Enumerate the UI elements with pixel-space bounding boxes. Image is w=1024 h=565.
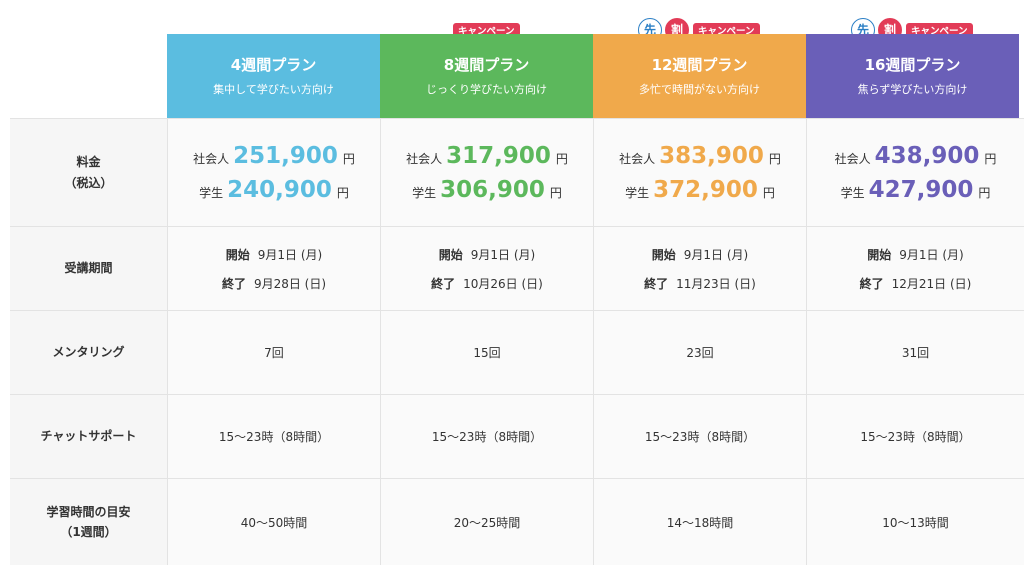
mentoring-cell: 31回 <box>806 311 1024 394</box>
yen-label: 円 <box>555 151 568 166</box>
student-price: 372,900 <box>653 176 758 203</box>
worker-label: 社会人 <box>619 151 656 166</box>
start-date: 9月1日 (月) <box>899 247 964 262</box>
student-label: 学生 <box>625 185 650 200</box>
label-text: 学習時間の目安 <box>46 504 131 519</box>
student-label: 学生 <box>840 185 865 200</box>
plan-comparison-table: キャンペーン 先 割 キャンペーン 先 割 キャンペーン 4週間プラン 集中して… <box>10 0 1024 565</box>
plan-description: 集中して学びたい方向け <box>213 83 334 96</box>
row-label-chat: チャットサポート <box>10 395 167 478</box>
price-row: 料金 （税込） 社会人 251,900 円 学生 240,900 円 社会人 317,90… <box>10 118 1024 226</box>
plan-name: 8週間プラン <box>443 56 530 74</box>
mentoring-row: メンタリング 7回 15回 23回 31回 <box>10 310 1024 394</box>
start-date: 9月1日 (月) <box>257 247 323 262</box>
price-cell: 社会人 438,900 円 学生 427,900 円 <box>806 119 1024 226</box>
worker-price: 251,900 <box>233 142 338 169</box>
row-label-period: 受講期間 <box>10 227 167 310</box>
start-date: 9月1日 (月) <box>683 247 749 262</box>
chat-cell: 15〜23時（8時間） <box>167 395 380 478</box>
end-label: 終了 <box>431 276 456 291</box>
plan-header-8weeks: 8週間プラン じっくり学びたい方向け <box>380 34 593 118</box>
price-cell: 社会人 383,900 円 学生 372,900 円 <box>593 119 806 226</box>
end-label: 終了 <box>644 276 669 291</box>
student-label: 学生 <box>199 185 224 200</box>
plan-name: 16週間プラン <box>864 56 961 74</box>
period-cell: 開始 9月1日 (月) 終了 10月26日 (日) <box>380 227 593 310</box>
price-cell: 社会人 251,900 円 学生 240,900 円 <box>167 119 380 226</box>
worker-label: 社会人 <box>834 151 871 166</box>
study-cell: 40〜50時間 <box>167 479 380 565</box>
student-label: 学生 <box>412 185 437 200</box>
plan-description: じっくり学びたい方向け <box>426 83 547 96</box>
mentoring-cell: 23回 <box>593 311 806 394</box>
yen-label: 円 <box>768 151 781 166</box>
student-price: 427,900 <box>868 176 974 203</box>
study-cell: 20〜25時間 <box>380 479 593 565</box>
yen-label: 円 <box>336 185 349 200</box>
end-date: 9月28日 (日) <box>253 276 327 291</box>
start-date: 9月1日 (月) <box>470 247 536 262</box>
label-text: 料金 <box>76 155 101 170</box>
period-cell: 開始 9月1日 (月) 終了 11月23日 (日) <box>593 227 806 310</box>
end-date: 11月23日 (日) <box>676 276 756 291</box>
worker-price: 383,900 <box>659 142 764 169</box>
label-subtext: （1週間） <box>60 525 117 539</box>
plan-name: 12週間プラン <box>651 56 748 74</box>
period-cell: 開始 9月1日 (月) 終了 12月21日 (日) <box>806 227 1024 310</box>
mentoring-cell: 15回 <box>380 311 593 394</box>
label-subtext: （税込） <box>64 175 113 190</box>
start-label: 開始 <box>651 247 676 262</box>
worker-label: 社会人 <box>406 151 443 166</box>
chat-cell: 15〜23時（8時間） <box>593 395 806 478</box>
student-price: 240,900 <box>227 176 332 203</box>
plan-header-16weeks: 16週間プラン 焦らず学びたい方向け <box>806 34 1019 118</box>
chat-cell: 15〜23時（8時間） <box>806 395 1024 478</box>
chat-cell: 15〜23時（8時間） <box>380 395 593 478</box>
start-label: 開始 <box>438 247 463 262</box>
mentoring-cell: 7回 <box>167 311 380 394</box>
study-hours-row: 学習時間の目安 （1週間） 40〜50時間 20〜25時間 14〜18時間 10… <box>10 478 1024 565</box>
worker-label: 社会人 <box>193 151 230 166</box>
plan-name: 4週間プラン <box>230 56 317 74</box>
yen-label: 円 <box>762 185 775 200</box>
row-label-price: 料金 （税込） <box>10 119 167 226</box>
end-date: 10月26日 (日) <box>463 276 543 291</box>
yen-label: 円 <box>984 151 997 166</box>
study-cell: 10〜13時間 <box>806 479 1024 565</box>
period-row: 受講期間 開始 9月1日 (月) 終了 9月28日 (日) 開始 9月1日 (月) 終… <box>10 226 1024 310</box>
chat-support-row: チャットサポート 15〜23時（8時間） 15〜23時（8時間） 15〜23時（… <box>10 394 1024 478</box>
worker-price: 438,900 <box>874 142 980 169</box>
study-cell: 14〜18時間 <box>593 479 806 565</box>
plan-header-4weeks: 4週間プラン 集中して学びたい方向け <box>167 34 380 118</box>
end-label: 終了 <box>221 276 246 291</box>
plan-description: 焦らず学びたい方向け <box>857 83 968 96</box>
period-cell: 開始 9月1日 (月) 終了 9月28日 (日) <box>167 227 380 310</box>
end-label: 終了 <box>859 276 884 291</box>
yen-label: 円 <box>549 185 562 200</box>
student-price: 306,900 <box>440 176 545 203</box>
worker-price: 317,900 <box>446 142 551 169</box>
plan-header-12weeks: 12週間プラン 多忙で時間がない方向け <box>593 34 806 118</box>
price-cell: 社会人 317,900 円 学生 306,900 円 <box>380 119 593 226</box>
start-label: 開始 <box>867 247 892 262</box>
plan-description: 多忙で時間がない方向け <box>639 83 760 96</box>
row-label-study: 学習時間の目安 （1週間） <box>10 479 167 565</box>
end-date: 12月21日 (日) <box>891 276 972 291</box>
start-label: 開始 <box>225 247 250 262</box>
row-label-mentoring: メンタリング <box>10 311 167 394</box>
yen-label: 円 <box>342 151 355 166</box>
yen-label: 円 <box>978 185 991 200</box>
